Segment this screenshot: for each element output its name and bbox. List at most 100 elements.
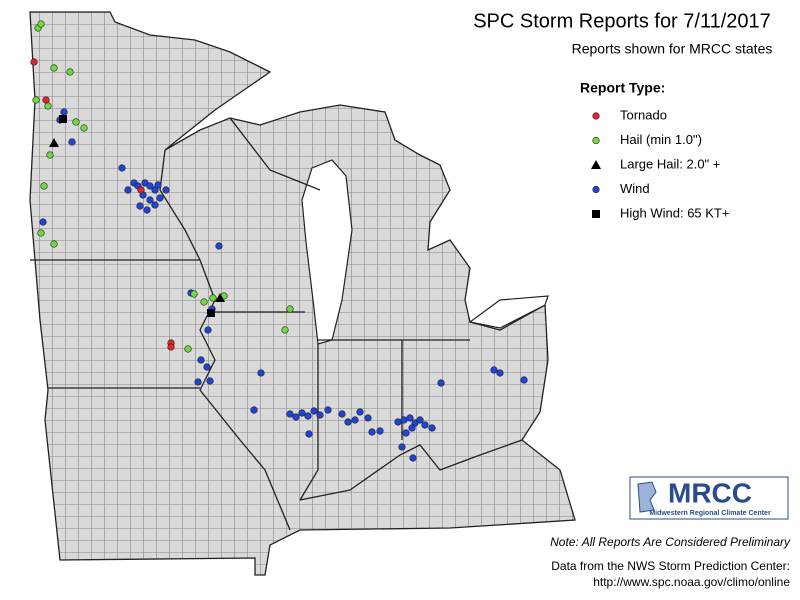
report-marker (250, 406, 258, 414)
report-marker (204, 326, 212, 334)
report-marker (364, 414, 372, 422)
report-marker (184, 345, 192, 353)
report-marker (151, 201, 159, 209)
report-marker (167, 343, 175, 351)
logo-frame (629, 476, 789, 520)
report-marker (124, 186, 132, 194)
report-marker (200, 298, 208, 306)
legend: Tornado Hail (min 1.0") Large Hail: 2.0" +… (591, 107, 729, 220)
subtitle: Reports shown for MRCC states (572, 41, 773, 57)
report-marker (66, 68, 74, 76)
report-marker (421, 421, 429, 429)
report-marker (286, 410, 294, 418)
report-marker (137, 186, 145, 194)
logo-icon (637, 481, 657, 513)
report-marker (49, 138, 59, 147)
report-marker (80, 124, 88, 132)
legend-label: Wind (620, 181, 650, 196)
report-marker (59, 115, 67, 123)
report-marker (146, 196, 154, 204)
report-marker (50, 64, 58, 72)
report-marker (376, 427, 384, 435)
report-marker (197, 356, 205, 364)
legend-label: High Wind: 65 KT+ (620, 205, 729, 220)
report-marker (42, 96, 50, 104)
legend-symbol (591, 160, 601, 169)
report-marker (490, 366, 498, 374)
land (29, 11, 576, 576)
report-marker (400, 416, 408, 424)
report-marker (402, 429, 410, 437)
report-marker (344, 418, 352, 426)
report-marker (215, 293, 225, 302)
report-marker (257, 369, 265, 377)
report-marker (207, 309, 215, 317)
report-marker (437, 379, 445, 387)
report-marker (338, 410, 346, 418)
logo: MRCC Midwestern Regional Climate Center (629, 476, 789, 520)
report-marker (281, 326, 289, 334)
report-marker (39, 218, 47, 226)
legend-symbol (592, 185, 600, 194)
report-marker (194, 378, 202, 386)
report-marker (190, 290, 198, 298)
report-marker (520, 376, 528, 384)
report-marker (409, 454, 417, 462)
report-marker (154, 181, 162, 189)
report-marker (368, 428, 376, 436)
legend-symbol (592, 136, 600, 145)
note: Note: All Reports Are Considered Prelimi… (550, 535, 791, 549)
report-marker (162, 186, 170, 194)
report-marker (37, 229, 45, 237)
report-marker (351, 416, 359, 424)
report-marker (40, 182, 48, 190)
report-marker (50, 240, 58, 248)
report-marker (416, 416, 424, 424)
report-marker (143, 206, 151, 214)
report-marker (324, 406, 332, 414)
report-marker (37, 20, 45, 28)
report-marker (206, 377, 214, 385)
source-line: Data from the NWS Storm Prediction Cente… (551, 559, 790, 573)
source-url: http://www.spc.noaa.gov/climo/online (593, 575, 790, 589)
report-marker (408, 424, 416, 432)
report-marker (136, 202, 144, 210)
report-marker (30, 58, 38, 66)
logo-acronym: MRCC (668, 477, 752, 508)
report-marker (118, 164, 126, 172)
report-marker (496, 369, 504, 377)
report-marker (292, 413, 300, 421)
title: SPC Storm Reports for 7/11/2017 (473, 10, 771, 32)
report-marker (44, 102, 52, 110)
report-marker (356, 408, 364, 416)
report-marker (286, 305, 294, 313)
report-marker (428, 424, 436, 432)
report-marker (60, 108, 68, 116)
report-marker (310, 407, 318, 415)
report-marker (156, 194, 164, 202)
report-marker (203, 363, 211, 371)
report-marker (209, 294, 217, 302)
legend-symbol (592, 210, 600, 218)
report-marker (406, 414, 414, 422)
legend-label: Large Hail: 2.0" + (620, 156, 720, 171)
logo-name: Midwestern Regional Climate Center (649, 510, 771, 517)
report-marker (146, 182, 154, 190)
report-marker (298, 409, 306, 417)
report-marker (316, 411, 324, 419)
report-marker (305, 430, 313, 438)
report-marker (72, 118, 80, 126)
report-marker (394, 418, 402, 426)
legend-label: Tornado (620, 107, 667, 122)
report-marker (46, 151, 54, 159)
legend-symbol (592, 112, 600, 120)
report-marker (68, 138, 76, 146)
legend-title: Report Type: (580, 80, 665, 96)
lake-erie (468, 295, 549, 329)
report-marker (32, 96, 40, 104)
legend-label: Hail (min 1.0") (620, 132, 702, 147)
report-marker (398, 443, 406, 451)
report-marker (215, 242, 223, 250)
report-marker (304, 412, 312, 420)
